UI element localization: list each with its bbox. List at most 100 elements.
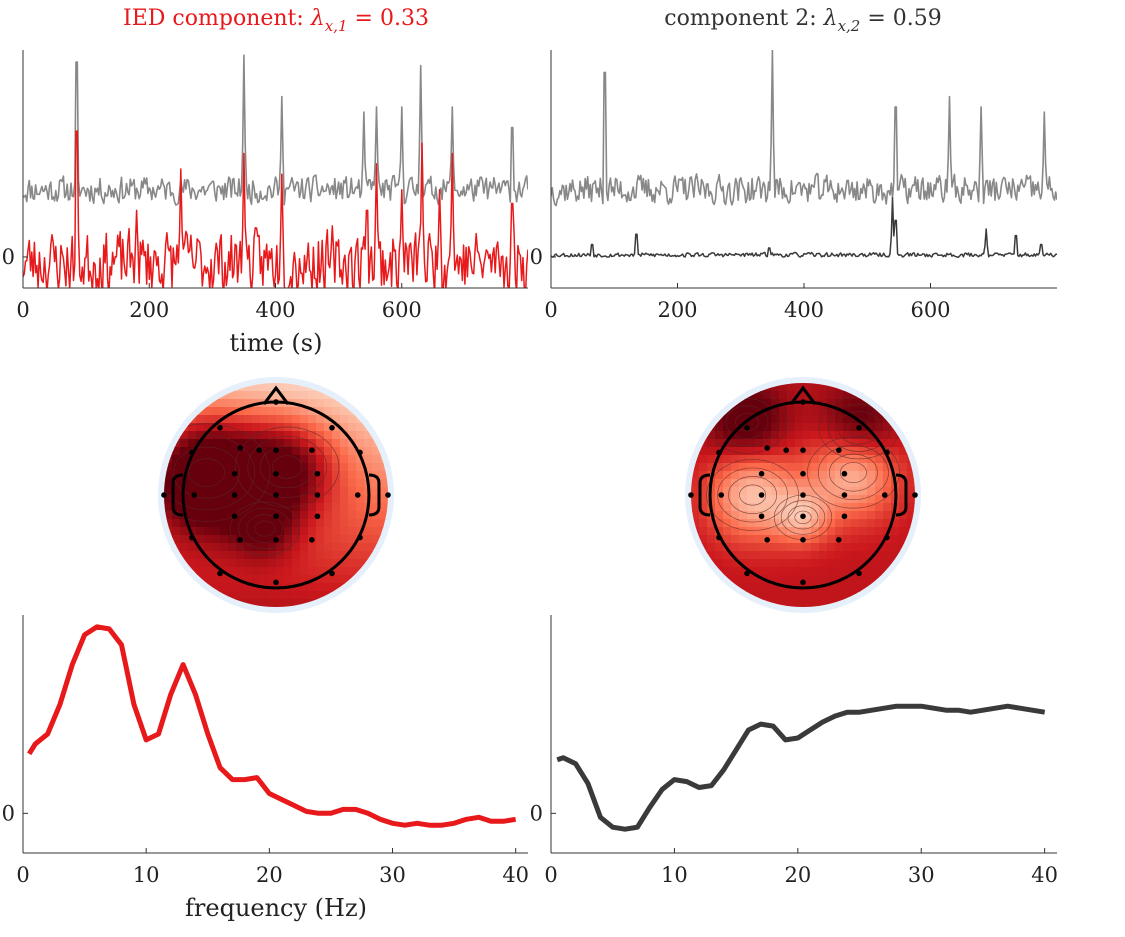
right-topomap-cell bbox=[859, 519, 868, 528]
right-topomap-cell bbox=[771, 479, 780, 488]
left-topomap-electrode bbox=[273, 537, 279, 543]
right-topomap-cell bbox=[827, 407, 836, 416]
right-topomap-cell bbox=[739, 455, 748, 464]
right-topomap-cell bbox=[723, 423, 732, 432]
left-topomap-electrode bbox=[237, 537, 243, 543]
right-topomap-cell bbox=[747, 463, 756, 472]
left-spectrum-xtick-label: 0 bbox=[16, 863, 29, 887]
right-topomap-cell bbox=[795, 559, 804, 568]
left-topomap-cell bbox=[252, 511, 261, 520]
right-topomap-cell bbox=[763, 415, 772, 424]
right-topomap-cell bbox=[827, 543, 836, 552]
left-topomap-cell bbox=[292, 519, 301, 528]
right-topomap-cell bbox=[755, 519, 764, 528]
left-topomap-cell bbox=[284, 479, 293, 488]
left-topomap-cell bbox=[188, 423, 197, 432]
right-topomap-cell bbox=[747, 479, 756, 488]
right-topomap-cell bbox=[907, 511, 915, 520]
right-topomap-cell bbox=[899, 455, 908, 464]
left-topomap-cell bbox=[292, 431, 301, 440]
left-topomap-cell bbox=[316, 543, 325, 552]
right-topomap-cell bbox=[875, 423, 884, 432]
left-topomap-cell bbox=[212, 463, 221, 472]
left-topomap-cell bbox=[252, 455, 261, 464]
right-topomap-cell bbox=[755, 391, 764, 400]
left-topomap-cell bbox=[268, 439, 277, 448]
left-topomap-cell bbox=[372, 535, 381, 544]
left-topomap-cell bbox=[316, 463, 325, 472]
left-topomap-cell bbox=[180, 447, 189, 456]
right-topomap-cell bbox=[739, 575, 748, 584]
right-topomap-cell bbox=[843, 407, 852, 416]
left-topomap-cell bbox=[212, 431, 221, 440]
right-topomap-cell bbox=[787, 543, 796, 552]
right-topomap-cell bbox=[819, 599, 828, 607]
right-topomap-cell bbox=[763, 543, 772, 552]
left-topomap-cell bbox=[252, 463, 261, 472]
right-topomap-cell bbox=[723, 479, 732, 488]
left-topomap-cell bbox=[356, 551, 365, 560]
left-topomap-cell bbox=[212, 511, 221, 520]
left-topomap-cell bbox=[284, 511, 293, 520]
right-topomap-cell bbox=[779, 471, 788, 480]
left-topomap-contour bbox=[164, 423, 271, 522]
right-topomap-cell bbox=[731, 575, 740, 584]
right-topomap-cell bbox=[763, 567, 772, 576]
left-title-subscript: x,1 bbox=[325, 17, 348, 35]
right-topomap-cell bbox=[779, 479, 788, 488]
left-topomap-cell bbox=[164, 471, 173, 480]
left-topomap-electrode bbox=[329, 570, 335, 577]
right-topomap-cell bbox=[811, 559, 820, 568]
right-topomap-cell bbox=[843, 455, 852, 464]
left-topomap-cell bbox=[364, 543, 373, 552]
left-topomap-cell bbox=[340, 415, 349, 424]
right-topomap-cell bbox=[875, 415, 884, 424]
right-topomap-cell bbox=[899, 535, 908, 544]
left-topomap-cell bbox=[372, 519, 381, 528]
right-topomap-cell bbox=[907, 495, 915, 504]
left-topomap-cell bbox=[292, 479, 301, 488]
left-topomap-cell bbox=[260, 383, 269, 392]
left-topomap-cell bbox=[180, 551, 189, 560]
right-topomap-cell bbox=[811, 383, 820, 392]
right-topomap-cell bbox=[803, 439, 812, 448]
left-topomap-cell bbox=[268, 383, 277, 392]
left-topomap-cell bbox=[164, 503, 173, 512]
left-topomap-cell bbox=[204, 519, 213, 528]
left-topomap-cell bbox=[236, 407, 245, 416]
right-topomap-electrode bbox=[841, 513, 848, 520]
right-topomap-cell bbox=[795, 591, 804, 600]
right-topomap-cell bbox=[755, 423, 764, 432]
right-topomap-cell bbox=[763, 447, 772, 456]
left-topomap-cell bbox=[196, 519, 205, 528]
right-topomap-cell bbox=[851, 583, 860, 592]
left-topomap-cell bbox=[276, 439, 285, 448]
left-topomap-cell bbox=[276, 487, 285, 496]
right-topomap-cell bbox=[787, 383, 796, 392]
right-topomap-cell bbox=[867, 463, 876, 472]
left-topomap-cell bbox=[204, 415, 213, 424]
left-topomap-cell bbox=[300, 591, 309, 600]
left-topomap-cell bbox=[172, 527, 181, 536]
left-spectrum-xtick-label: 10 bbox=[133, 863, 160, 887]
left-topomap-electrode bbox=[314, 513, 321, 520]
left-topomap-cell bbox=[324, 527, 333, 536]
left-topomap-cell bbox=[348, 463, 357, 472]
right-topomap-cell bbox=[851, 535, 860, 544]
right-topomap-cell bbox=[811, 567, 820, 576]
right-topomap-cell bbox=[843, 527, 852, 536]
right-topomap-cell bbox=[835, 431, 844, 440]
right-topomap-cell bbox=[827, 503, 836, 512]
right-topomap-cell bbox=[787, 591, 796, 600]
right-topomap-electrode bbox=[841, 492, 848, 498]
left-topomap-cell bbox=[308, 567, 317, 576]
right-topomap-cell bbox=[851, 399, 860, 408]
left-topomap-cell bbox=[300, 527, 309, 536]
right-topomap-cell bbox=[763, 463, 772, 472]
right-topomap-cell bbox=[843, 591, 852, 600]
right-topomap-cell bbox=[899, 511, 908, 520]
right-topomap-cell bbox=[771, 455, 780, 464]
left-topomap-cell bbox=[212, 495, 221, 504]
left-topomap-cell bbox=[332, 423, 341, 432]
left-topomap-cell bbox=[252, 479, 261, 488]
